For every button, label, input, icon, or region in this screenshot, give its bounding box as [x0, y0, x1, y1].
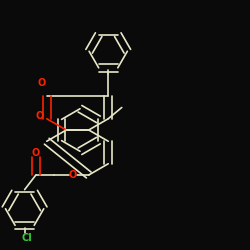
Text: O: O — [38, 78, 46, 88]
Text: Cl: Cl — [22, 233, 32, 243]
Text: O: O — [32, 148, 40, 158]
Text: O: O — [69, 170, 77, 180]
Text: O: O — [35, 111, 44, 121]
